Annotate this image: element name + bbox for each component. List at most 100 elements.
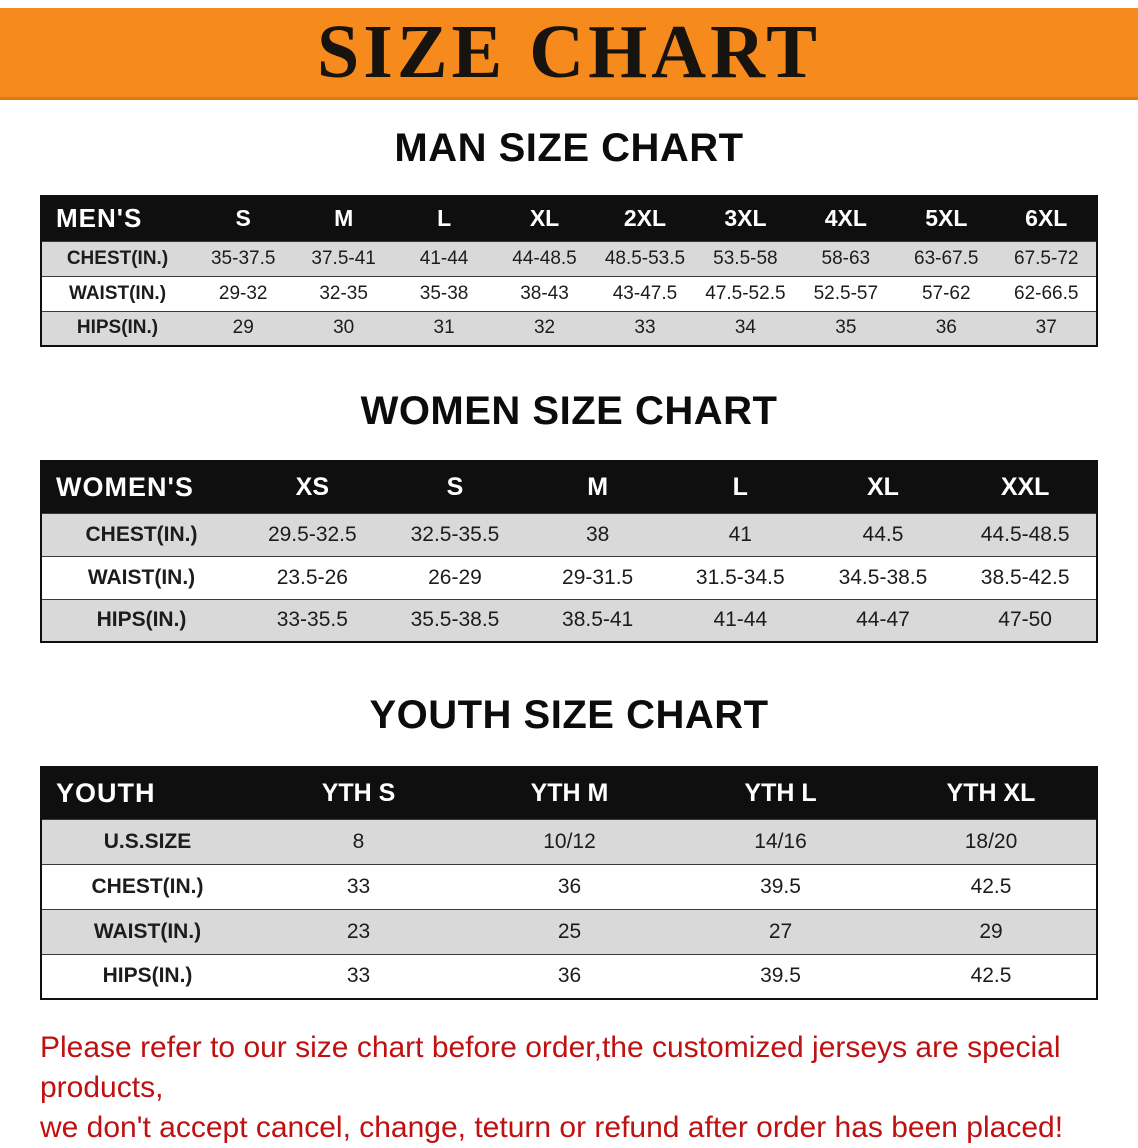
table-cell: 25 [464,908,675,954]
column-header: XL [494,196,595,241]
disclaimer-line-1: Please refer to our size chart before or… [40,1031,1061,1104]
table-cell: 67.5-72 [996,240,1097,276]
women-header-row: WOMEN'S XS S M L XL XXL [41,461,1097,513]
table-cell: 38 [526,512,669,556]
table-cell: 33 [253,863,464,909]
table-cell: 26-29 [383,555,527,599]
men-chest-row: CHEST(IN.) 35-37.5 37.5-41 41-44 44-48.5… [41,240,1097,276]
table-cell: 34.5-38.5 [811,555,955,599]
column-header: 3XL [695,196,796,241]
table-cell: 29-32 [193,275,294,311]
column-header: YTH M [464,767,675,819]
table-cell: 41 [668,512,812,556]
table-cell: 44.5-48.5 [954,512,1097,556]
table-cell: 43-47.5 [594,275,696,311]
table-cell: 35.5-38.5 [383,598,527,642]
table-cell: 31 [393,310,495,346]
table-cell: 32.5-35.5 [383,512,527,556]
row-label: WAIST(IN.) [41,908,253,954]
column-header: YTH S [253,767,464,819]
table-cell: 44-47 [811,598,955,642]
table-cell: 10/12 [464,818,675,864]
column-header: XS [241,461,384,513]
column-header: YTH L [675,767,886,819]
table-cell: 14/16 [675,818,886,864]
table-cell: 29.5-32.5 [241,512,384,556]
table-cell: 31.5-34.5 [668,555,812,599]
table-cell: 57-62 [896,275,997,311]
table-cell: 36 [464,863,675,909]
column-header: 6XL [996,196,1097,241]
table-cell: 62-66.5 [996,275,1097,311]
table-cell: 29 [886,908,1097,954]
table-cell: 23 [253,908,464,954]
size-chart-banner: SIZE CHART [0,8,1138,100]
table-cell: 41-44 [393,240,495,276]
youth-corner-header: YOUTH [41,767,253,819]
table-cell: 63-67.5 [896,240,997,276]
youth-ussize-row: U.S.SIZE 8 10/12 14/16 18/20 [41,818,1097,864]
table-cell: 52.5-57 [795,275,897,311]
men-header-row: MEN'S S M L XL 2XL 3XL 4XL 5XL 6XL [41,196,1097,241]
table-cell: 35-37.5 [193,240,294,276]
table-cell: 38-43 [494,275,595,311]
column-header: YTH XL [886,767,1097,819]
table-cell: 33 [253,953,464,999]
youth-size-chart-heading: YOUTH SIZE CHART [369,693,769,737]
table-cell: 33-35.5 [241,598,384,642]
women-chest-row: CHEST(IN.) 29.5-32.5 32.5-35.5 38 41 44.… [41,512,1097,556]
row-label: WAIST(IN.) [41,555,241,599]
row-label: WAIST(IN.) [41,275,193,311]
table-cell: 47.5-52.5 [695,275,796,311]
row-label: CHEST(IN.) [41,240,193,276]
table-cell: 38.5-41 [526,598,669,642]
table-cell: 29 [193,310,294,346]
table-cell: 37.5-41 [293,240,394,276]
youth-header-row: YOUTH YTH S YTH M YTH L YTH XL [41,767,1097,819]
table-cell: 30 [293,310,394,346]
men-hips-row: HIPS(IN.) 29 30 31 32 33 34 35 36 37 [41,310,1097,346]
youth-waist-row: WAIST(IN.) 23 25 27 29 [41,908,1097,954]
column-header: S [383,461,527,513]
table-cell: 42.5 [886,863,1097,909]
women-corner-header: WOMEN'S [41,461,241,513]
disclaimer-note: Please refer to our size chart before or… [40,1028,1102,1148]
row-label: HIPS(IN.) [41,953,253,999]
table-cell: 36 [896,310,997,346]
table-cell: 8 [253,818,464,864]
table-cell: 23.5-26 [241,555,384,599]
women-hips-row: HIPS(IN.) 33-35.5 35.5-38.5 38.5-41 41-4… [41,598,1097,642]
table-cell: 38.5-42.5 [954,555,1097,599]
women-size-table: WOMEN'S XS S M L XL XXL CHEST(IN.) 29.5-… [40,460,1098,643]
table-cell: 29-31.5 [526,555,669,599]
row-label: U.S.SIZE [41,818,253,864]
table-cell: 32-35 [293,275,394,311]
table-cell: 34 [695,310,796,346]
table-cell: 42.5 [886,953,1097,999]
table-cell: 35 [795,310,897,346]
column-header: 4XL [795,196,897,241]
table-cell: 47-50 [954,598,1097,642]
table-cell: 44.5 [811,512,955,556]
table-cell: 36 [464,953,675,999]
row-label: HIPS(IN.) [41,310,193,346]
disclaimer-line-2: we don't accept cancel, change, teturn o… [40,1110,1064,1144]
column-header: XXL [954,461,1097,513]
row-label: HIPS(IN.) [41,598,241,642]
column-header: L [393,196,495,241]
men-corner-header: MEN'S [41,196,193,241]
youth-hips-row: HIPS(IN.) 33 36 39.5 42.5 [41,953,1097,999]
men-size-chart-heading: MAN SIZE CHART [394,126,744,170]
column-header: XL [811,461,955,513]
column-header: M [293,196,394,241]
row-label: CHEST(IN.) [41,512,241,556]
table-cell: 41-44 [668,598,812,642]
row-label: CHEST(IN.) [41,863,253,909]
table-cell: 58-63 [795,240,897,276]
table-cell: 33 [594,310,696,346]
column-header: S [193,196,294,241]
column-header: M [526,461,669,513]
table-cell: 37 [996,310,1097,346]
table-cell: 35-38 [393,275,495,311]
table-cell: 48.5-53.5 [594,240,696,276]
